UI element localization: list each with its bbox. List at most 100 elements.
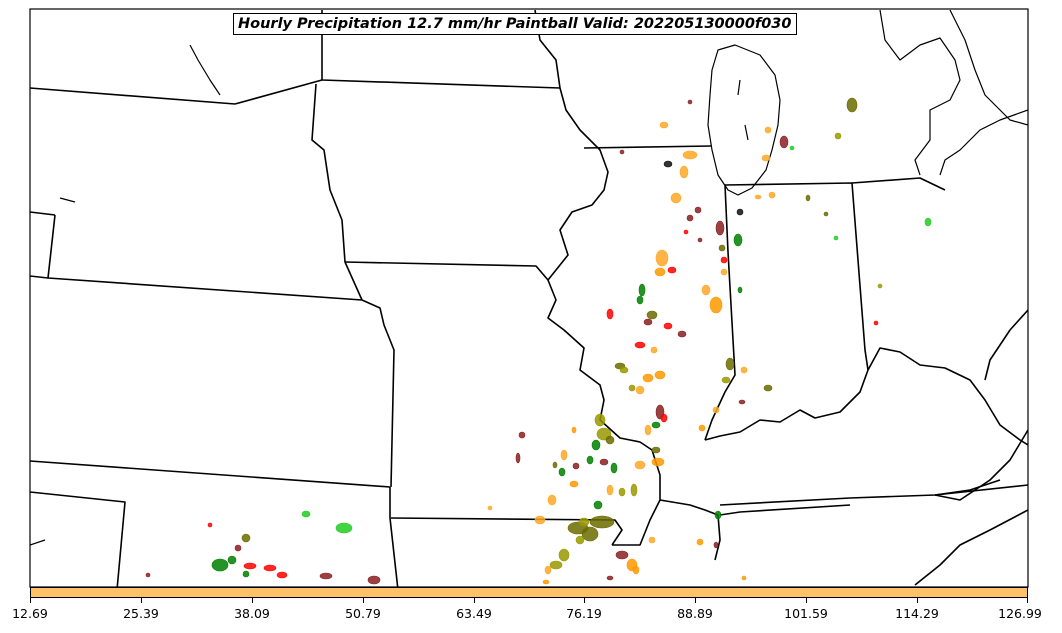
paintball-blob xyxy=(877,283,883,289)
paintball-blob xyxy=(319,572,333,580)
paintball-blob xyxy=(578,517,590,527)
paintball-blob xyxy=(654,370,666,380)
paintball-blob xyxy=(572,462,580,470)
paintball-blob xyxy=(648,536,656,544)
paintball-blob xyxy=(518,431,526,439)
paintball-blob xyxy=(635,385,645,395)
paintball-blob xyxy=(243,562,257,570)
paintball-blob xyxy=(211,558,229,572)
paintball-blob xyxy=(301,510,311,518)
paintball-blob xyxy=(643,318,653,326)
paintball-blob xyxy=(560,449,568,461)
paintball-blob xyxy=(628,384,636,392)
paintball-blob xyxy=(634,341,646,349)
paintball-blob xyxy=(720,268,728,276)
paintball-blob xyxy=(805,194,811,202)
colorbar-tick xyxy=(695,598,696,603)
paintball-blob xyxy=(630,483,638,497)
paintball-blob xyxy=(679,165,689,179)
state-boundaries xyxy=(30,9,1028,587)
map-title: Hourly Precipitation 12.7 mm/hr Paintbal… xyxy=(233,13,797,35)
paintball-blob xyxy=(687,99,693,105)
paintball-blob xyxy=(733,233,743,247)
paintball-blob xyxy=(606,575,614,581)
paintball-blob xyxy=(720,256,728,264)
paintball-blob xyxy=(241,533,251,543)
paintball-blob xyxy=(638,283,646,297)
paintball-blob xyxy=(670,192,682,204)
paintball-blob xyxy=(542,579,550,585)
paintball-blob xyxy=(736,208,744,216)
paintball-blob xyxy=(709,296,723,314)
paintball-blob xyxy=(619,149,625,155)
paintball-blob xyxy=(618,487,626,497)
paintball-blob xyxy=(644,424,652,436)
paintball-blob xyxy=(575,535,585,545)
paintball-blob xyxy=(677,330,687,338)
paintball-blob xyxy=(589,515,615,529)
paintball-blob xyxy=(761,154,771,162)
paintball-blob xyxy=(263,564,277,572)
colorbar-tick-label: 101.59 xyxy=(784,606,828,621)
paintball-blob xyxy=(606,484,614,496)
paintball-blob xyxy=(606,308,614,320)
colorbar-tick-label: 12.69 xyxy=(12,606,48,621)
paintball-blob xyxy=(698,424,706,432)
paintball-blob xyxy=(544,565,552,575)
paintball-blob xyxy=(663,160,673,168)
paintball-blob xyxy=(654,267,666,277)
colorbar-tick xyxy=(584,598,585,603)
paintball-blob xyxy=(636,295,644,305)
paintball-blob xyxy=(227,555,237,565)
colorbar-tick-label: 114.29 xyxy=(895,606,939,621)
paintball-blob xyxy=(764,126,772,134)
paintball-blob xyxy=(789,145,795,151)
paintball-blob xyxy=(683,229,689,235)
paintball-blob xyxy=(655,249,669,267)
paintball-blob xyxy=(873,320,879,326)
colorbar-tick xyxy=(141,598,142,603)
paintball-blob xyxy=(833,235,839,241)
paintball-blob xyxy=(701,284,711,296)
paintball-blob xyxy=(725,357,735,371)
colorbar-tick-label: 38.09 xyxy=(234,606,270,621)
paintball-blob xyxy=(599,458,609,466)
paintball-blob xyxy=(605,435,615,445)
paintball-blob xyxy=(632,565,640,575)
paintball-blob xyxy=(763,384,773,392)
colorbar-tick-label: 76.19 xyxy=(566,606,602,621)
paintball-blob xyxy=(650,346,658,354)
paintball-blob xyxy=(642,373,654,383)
paintball-blob xyxy=(634,460,646,470)
paintball-blob xyxy=(207,522,213,528)
paintball-blob xyxy=(924,217,932,227)
paintball-blob xyxy=(682,150,698,160)
paintball-blob xyxy=(741,575,747,581)
colorbar-tick xyxy=(1027,598,1028,603)
colorbar-tick-label: 25.39 xyxy=(123,606,159,621)
colorbar-tick-label: 126.99 xyxy=(998,606,1042,621)
paintball-blob xyxy=(569,480,579,488)
colorbar-tick xyxy=(806,598,807,603)
colorbar-tick xyxy=(252,598,253,603)
paintball-blob xyxy=(594,413,606,427)
colorbar-tick xyxy=(363,598,364,603)
paintball-blob xyxy=(593,500,603,510)
paintball-blob xyxy=(547,494,557,506)
paintball-blob xyxy=(721,376,731,384)
paintball-blob xyxy=(487,505,493,511)
paintball-blob xyxy=(515,452,521,464)
paintball-blob xyxy=(552,461,558,469)
paintball-blob xyxy=(713,541,719,549)
paintball-blob xyxy=(667,266,677,274)
paintball-blob xyxy=(686,214,694,222)
paintball-blob xyxy=(663,322,673,330)
paintball-blob xyxy=(660,413,668,423)
paintball-blob xyxy=(615,550,629,560)
paintball-blob xyxy=(651,446,661,454)
paintball-blob xyxy=(714,510,722,520)
colorbar xyxy=(30,587,1028,598)
colorbar-tick-label: 50.79 xyxy=(345,606,381,621)
paintball-blob xyxy=(651,421,661,429)
paintball-blob xyxy=(694,206,702,214)
